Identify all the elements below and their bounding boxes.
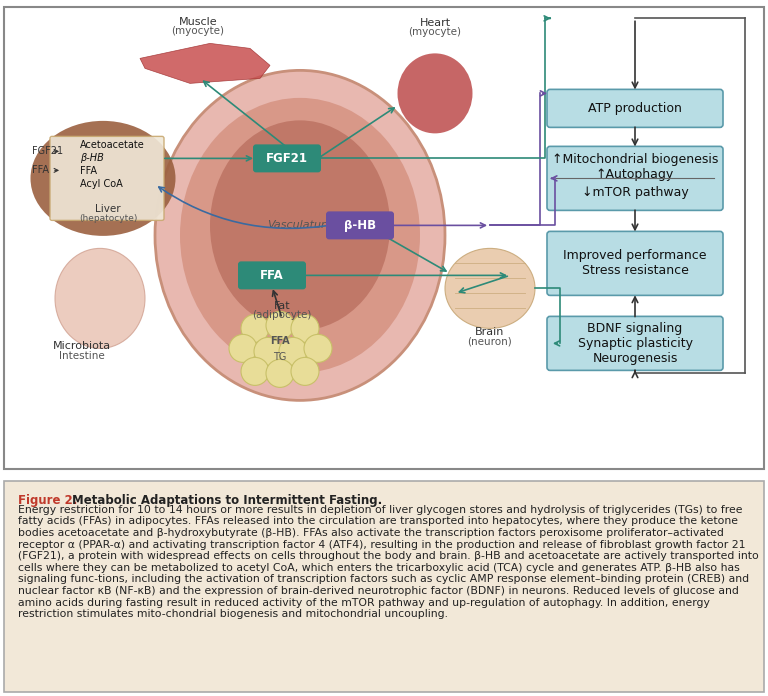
Circle shape bbox=[241, 357, 269, 386]
FancyBboxPatch shape bbox=[547, 89, 723, 127]
Ellipse shape bbox=[210, 120, 390, 331]
Circle shape bbox=[291, 357, 319, 386]
Ellipse shape bbox=[31, 121, 176, 236]
FancyBboxPatch shape bbox=[50, 136, 164, 221]
Text: (neuron): (neuron) bbox=[468, 336, 512, 347]
FancyBboxPatch shape bbox=[547, 317, 723, 370]
Text: (myocyte): (myocyte) bbox=[409, 27, 462, 38]
Text: Liver: Liver bbox=[95, 205, 121, 214]
Text: FFA: FFA bbox=[270, 336, 290, 347]
Text: Acyl CoA: Acyl CoA bbox=[80, 180, 123, 189]
Text: FFA: FFA bbox=[32, 166, 49, 175]
Text: TG: TG bbox=[273, 352, 286, 363]
Text: Metabolic Adaptations to Intermittent Fasting.: Metabolic Adaptations to Intermittent Fa… bbox=[72, 493, 382, 507]
Text: (adipocyte): (adipocyte) bbox=[253, 310, 312, 320]
Ellipse shape bbox=[445, 248, 535, 329]
Circle shape bbox=[279, 338, 307, 365]
Text: (myocyte): (myocyte) bbox=[171, 26, 224, 36]
Text: FGF21: FGF21 bbox=[266, 152, 308, 165]
FancyBboxPatch shape bbox=[547, 231, 723, 295]
FancyBboxPatch shape bbox=[547, 146, 723, 210]
FancyBboxPatch shape bbox=[253, 144, 321, 173]
Text: FFA: FFA bbox=[260, 269, 284, 282]
Ellipse shape bbox=[398, 54, 472, 134]
Text: BDNF signaling
Synaptic plasticity
Neurogenesis: BDNF signaling Synaptic plasticity Neuro… bbox=[578, 322, 693, 365]
Text: Fat: Fat bbox=[273, 301, 290, 311]
Circle shape bbox=[241, 315, 269, 342]
Text: (hepatocyte): (hepatocyte) bbox=[79, 214, 137, 223]
Text: Energy restriction for 10 to 14 hours or more results in depletion of liver glyc: Energy restriction for 10 to 14 hours or… bbox=[18, 505, 759, 619]
FancyBboxPatch shape bbox=[238, 262, 306, 290]
Circle shape bbox=[291, 315, 319, 342]
Text: Intestine: Intestine bbox=[59, 351, 105, 361]
Text: ↓mTOR pathway: ↓mTOR pathway bbox=[581, 187, 688, 199]
Text: Microbiota: Microbiota bbox=[53, 341, 111, 351]
Text: Figure 2.: Figure 2. bbox=[18, 493, 78, 507]
Text: β-HB: β-HB bbox=[344, 219, 376, 232]
Text: Heart: Heart bbox=[419, 18, 451, 29]
Text: Brain: Brain bbox=[475, 327, 505, 338]
Text: FGF21: FGF21 bbox=[32, 146, 63, 157]
Circle shape bbox=[266, 311, 294, 340]
Text: Muscle: Muscle bbox=[179, 17, 217, 27]
Ellipse shape bbox=[180, 98, 420, 373]
Text: Improved performance
Stress resistance: Improved performance Stress resistance bbox=[563, 249, 707, 278]
Ellipse shape bbox=[155, 70, 445, 400]
Text: FFA: FFA bbox=[80, 166, 97, 176]
Circle shape bbox=[229, 334, 257, 363]
Circle shape bbox=[304, 334, 332, 363]
Text: Acetoacetate: Acetoacetate bbox=[80, 141, 144, 150]
Text: Vasculature: Vasculature bbox=[267, 221, 333, 230]
FancyBboxPatch shape bbox=[326, 212, 394, 239]
Text: ↑Mitochondrial biogenesis
↑Autophagy: ↑Mitochondrial biogenesis ↑Autophagy bbox=[552, 153, 718, 181]
Ellipse shape bbox=[55, 248, 145, 349]
Text: ATP production: ATP production bbox=[588, 102, 682, 115]
Circle shape bbox=[254, 338, 282, 365]
Polygon shape bbox=[140, 43, 270, 84]
Circle shape bbox=[266, 359, 294, 388]
Text: β-HB: β-HB bbox=[80, 153, 104, 164]
